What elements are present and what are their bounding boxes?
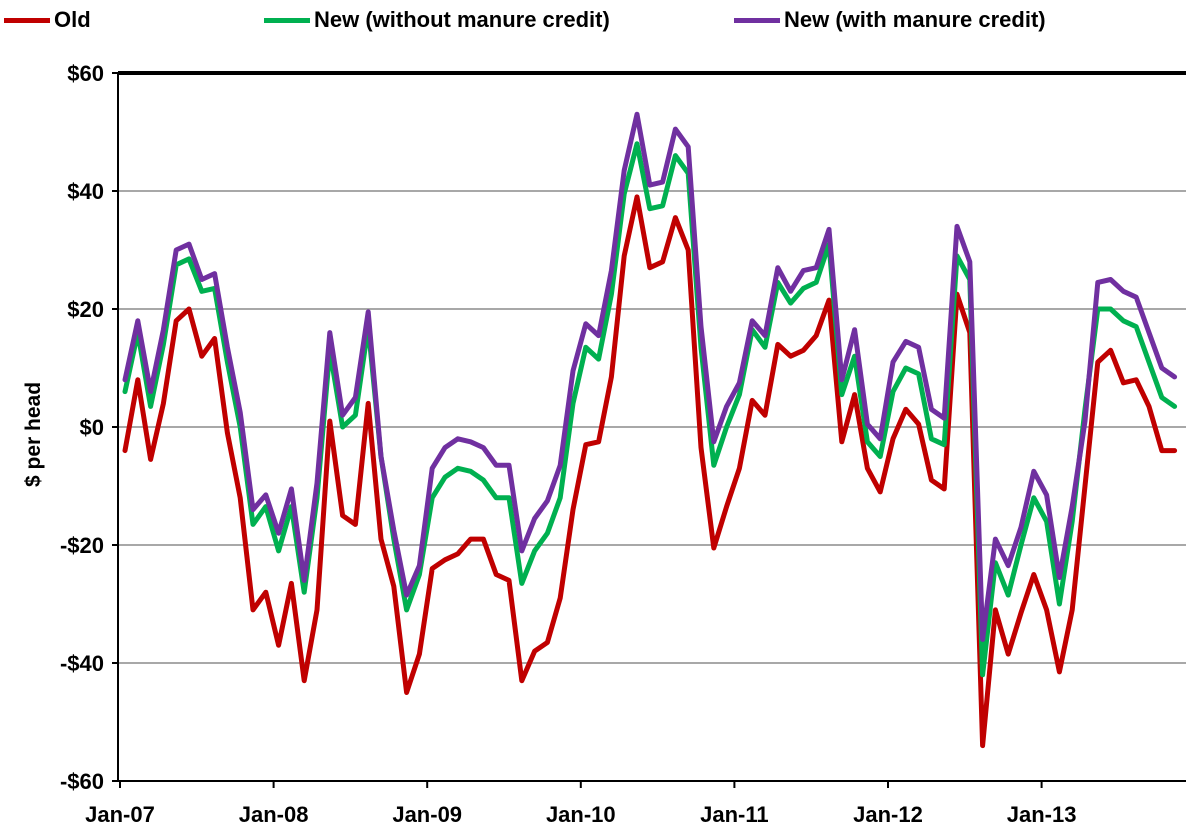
legend-swatch-new-without [264,17,310,23]
y-tick-label: -$20 [60,533,104,558]
x-tick-label: Jan-13 [1007,802,1077,827]
legend-label-new-with: New (with manure credit) [784,7,1046,32]
legend-item-old: Old [4,4,91,36]
series-line-new-without-manure [122,141,1178,678]
legend-label-new-without: New (without manure credit) [314,7,610,32]
x-tick-label: Jan-07 [85,802,155,827]
y-tick-label: $20 [67,297,104,322]
legend-label-old: Old [54,7,91,32]
series-line-new-with-manure [122,111,1178,642]
x-tick-label: Jan-09 [392,802,462,827]
x-tick-label: Jan-10 [546,802,616,827]
legend-item-new-with: New (with manure credit) [734,4,1046,36]
y-tick-label: $40 [67,179,104,204]
x-tick-label: Jan-08 [239,802,309,827]
legend-swatch-old [4,17,50,23]
series-line-old [122,194,1178,749]
y-tick-label: $0 [80,415,104,440]
legend-swatch-new-with [734,17,780,23]
y-tick-label: -$40 [60,651,104,676]
y-tick-label: -$60 [60,769,104,794]
legend-item-new-without: New (without manure credit) [264,4,610,36]
y-tick-label: $60 [67,61,104,86]
x-tick-label: Jan-12 [853,802,923,827]
x-tick-label: Jan-11 [700,802,769,827]
